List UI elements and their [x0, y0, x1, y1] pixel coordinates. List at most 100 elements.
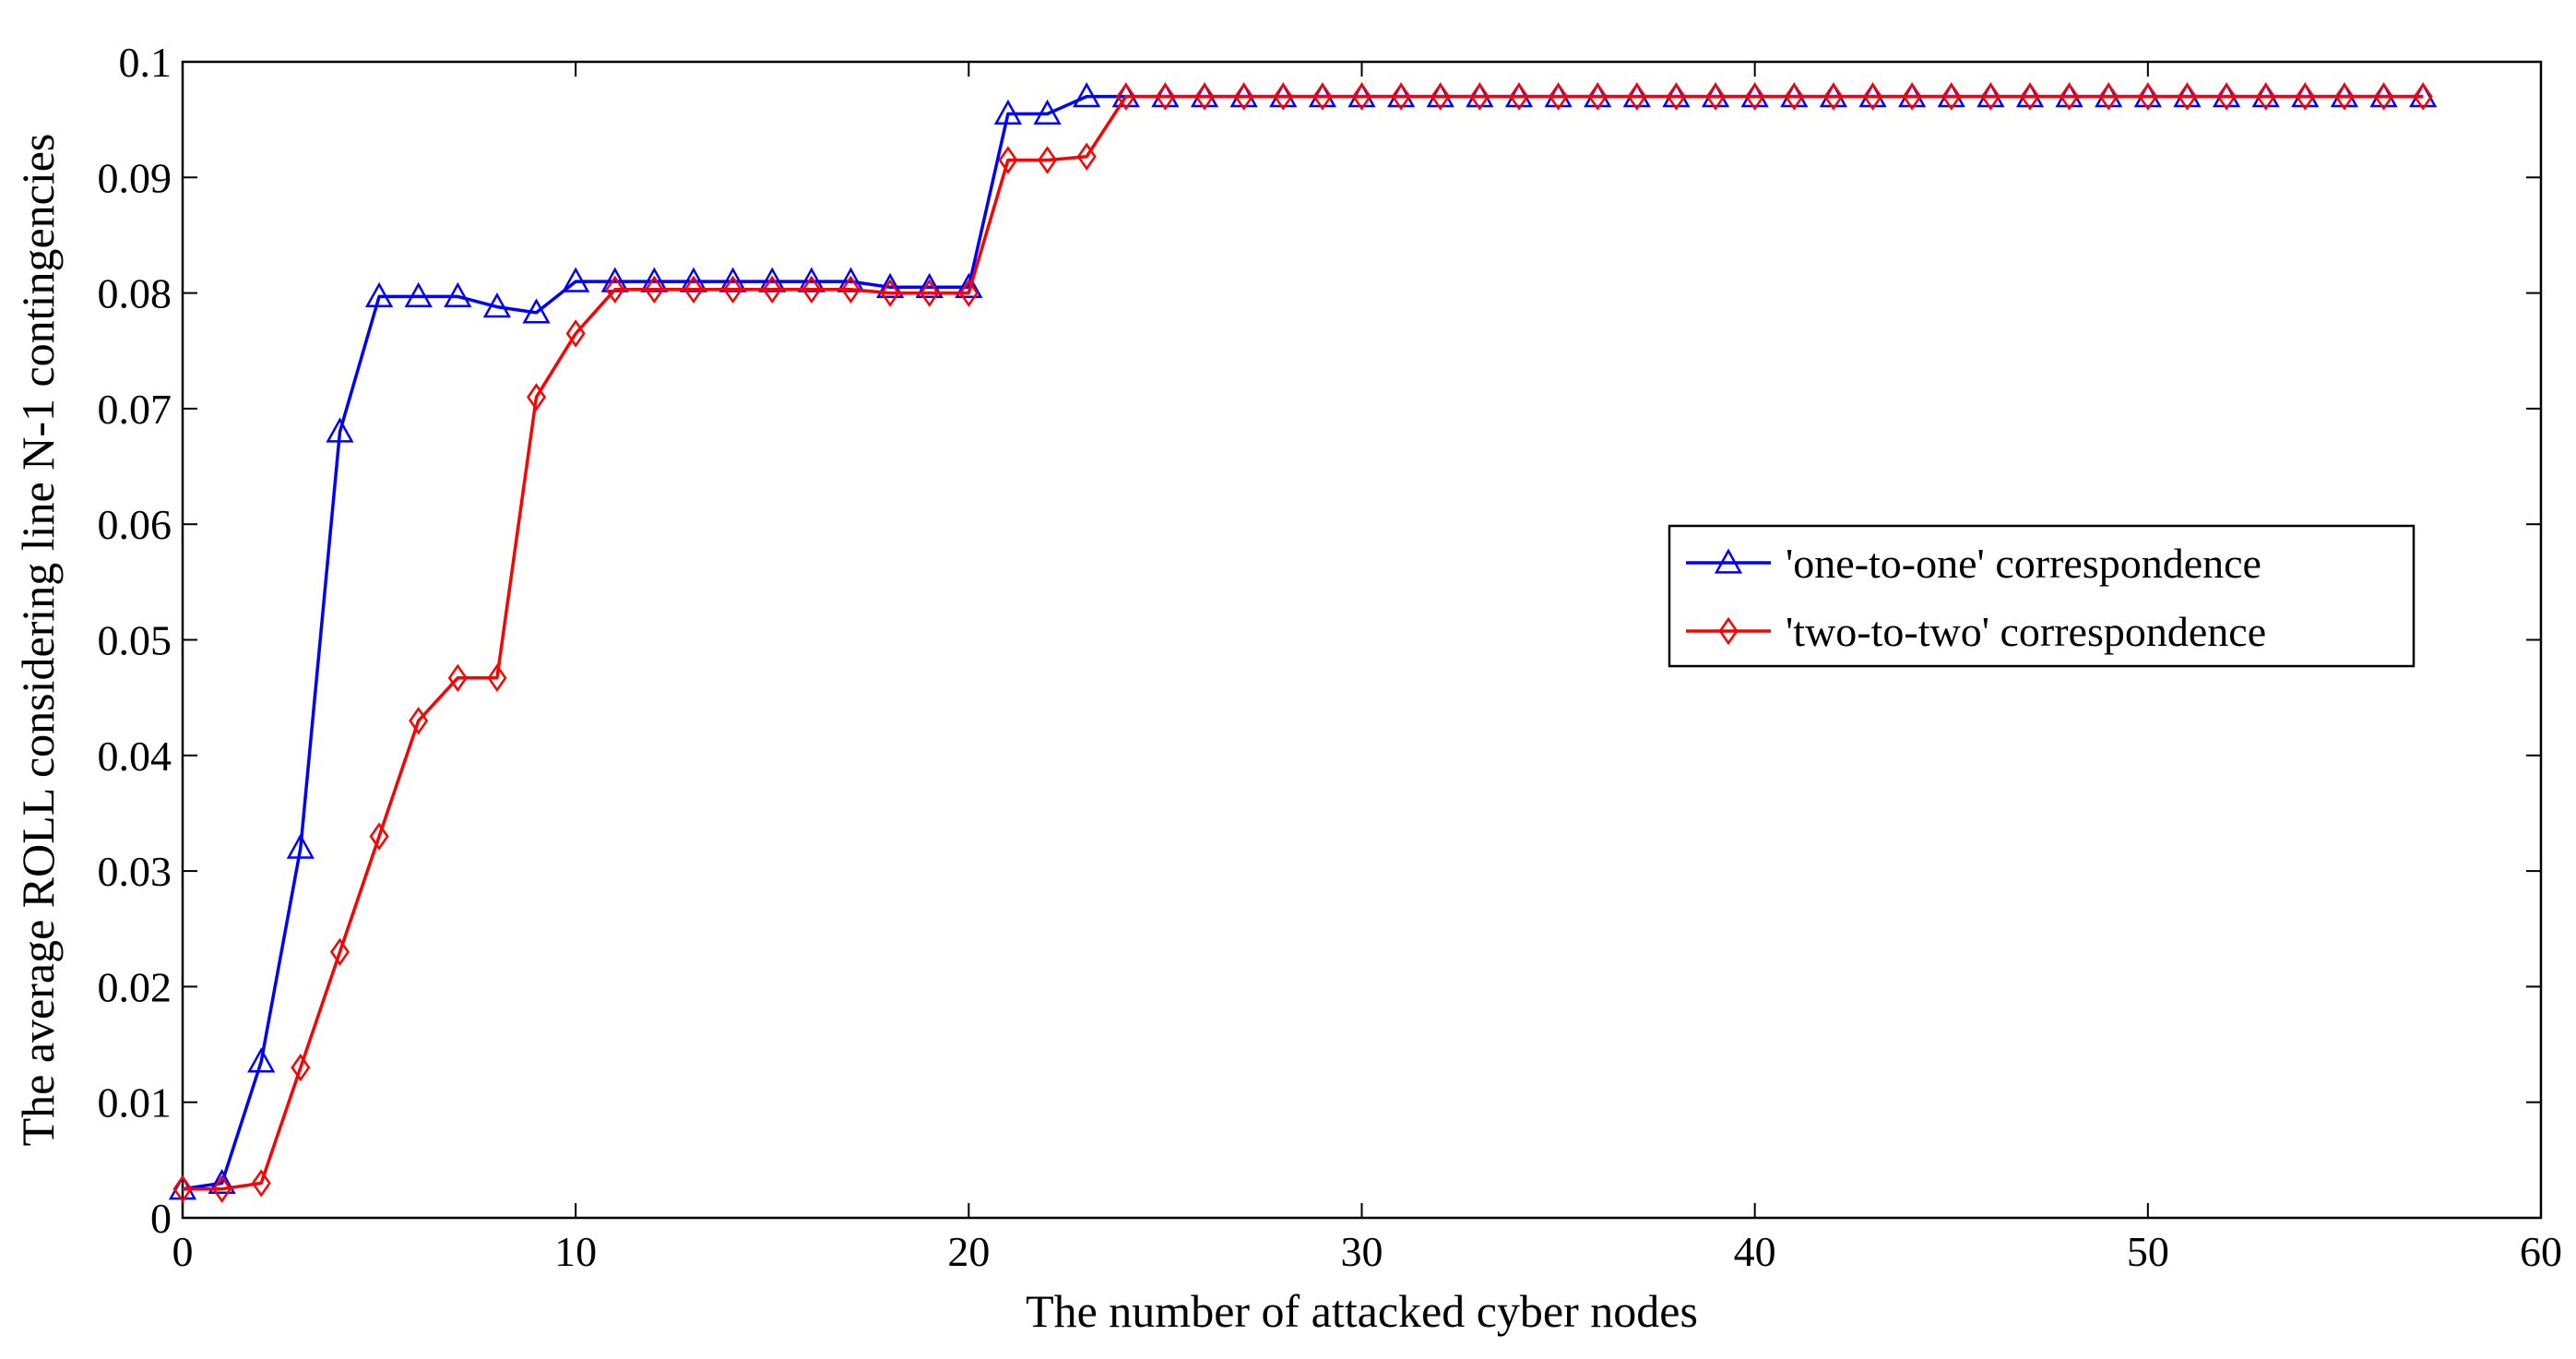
data-point [482, 292, 512, 318]
data-point [212, 1174, 232, 1203]
legend-items: 'one-to-one' correspondence 'two-to-two' … [1686, 540, 2266, 655]
data-point [1745, 82, 1765, 111]
data-point [1116, 82, 1136, 111]
data-point [2334, 82, 2355, 111]
y-tick-label: 0 [150, 1195, 172, 1242]
data-point [1549, 82, 1569, 111]
data-point [487, 663, 507, 693]
data-point [915, 272, 944, 298]
data-point [1509, 82, 1529, 111]
data-point [247, 1047, 276, 1073]
data-point [291, 1053, 311, 1082]
data-point [2098, 82, 2119, 111]
data-point [875, 272, 905, 298]
legend-label: 'two-to-two' correspondence [1786, 608, 2266, 655]
series-2 [172, 82, 2433, 1203]
data-point [683, 275, 704, 304]
y-tick-label: 0.08 [98, 270, 172, 317]
data-point [404, 281, 433, 308]
y-tick-label: 0.04 [98, 733, 172, 780]
data-point [562, 267, 590, 292]
data-point [1234, 82, 1254, 111]
data-point [2138, 82, 2158, 111]
data-point [329, 937, 350, 967]
data-point [1980, 82, 2000, 111]
data-point [1862, 82, 1883, 111]
legend-label: 'one-to-one' correspondence [1786, 540, 2261, 587]
y-tick-label: 0.07 [98, 386, 172, 433]
data-point [409, 707, 429, 735]
data-point [840, 275, 861, 304]
y-tick-label: 0.1 [119, 39, 172, 86]
data-point [527, 383, 547, 411]
data-point [251, 1169, 271, 1198]
data-point [1705, 82, 1726, 111]
legend-box [1668, 524, 2416, 668]
data-point [880, 279, 900, 307]
data-point [447, 663, 468, 693]
legend-marker [1718, 616, 1739, 646]
data-point [1666, 82, 1686, 111]
data-point [920, 279, 940, 307]
data-point [1627, 82, 1647, 111]
y-tick-label: 0.02 [98, 963, 172, 1010]
data-point [1587, 82, 1608, 111]
data-point [2256, 82, 2276, 111]
legend-marker [1714, 548, 1743, 574]
x-tick-label: 60 [2520, 1228, 2562, 1275]
data-point [1273, 82, 1293, 111]
data-point [2216, 82, 2237, 111]
data-point [286, 833, 315, 859]
data-point [998, 146, 1018, 174]
x-tick-label: 40 [1734, 1228, 1776, 1275]
legend-item: 'two-to-two' correspondence [1686, 608, 2266, 655]
data-point [2020, 82, 2040, 111]
data-point [1469, 82, 1490, 111]
data-point [2295, 82, 2315, 111]
y-tick-label: 0.06 [98, 501, 172, 548]
data-point [801, 275, 822, 304]
data-point [444, 281, 472, 308]
data-point [1391, 82, 1411, 111]
x-tick-label: 10 [554, 1228, 597, 1275]
plot-axes: 0 10 20 30 40 50 60 00.010.020.030.040.050.060… [98, 39, 2563, 1275]
data-point [522, 298, 551, 324]
data-point [2060, 82, 2080, 111]
data-point [1155, 82, 1175, 111]
y-tick-label: 0.09 [98, 154, 172, 201]
y-axis-title: The average ROLL considering line N-1 co… [12, 134, 64, 1147]
y-tick-label: 0.03 [98, 848, 172, 895]
data-point [2374, 82, 2394, 111]
data-point [1430, 82, 1451, 111]
x-tick-label: 50 [2127, 1228, 2169, 1275]
data-point [369, 822, 389, 851]
data-point [1941, 82, 1962, 111]
data-point [723, 275, 743, 304]
data-point [605, 275, 625, 304]
series-layer [168, 82, 2438, 1203]
x-tick-label: 30 [1341, 1228, 1383, 1275]
data-point [172, 1174, 193, 1203]
data-point [1076, 142, 1097, 171]
data-point [958, 279, 979, 307]
data-point [565, 319, 586, 348]
data-point [1312, 82, 1333, 111]
data-point [1038, 146, 1058, 174]
x-axis-title: The number of attacked cyber nodes [1026, 1285, 1698, 1337]
data-point [1194, 82, 1215, 111]
legend: 'one-to-one' correspondence 'two-to-two' … [1668, 524, 2416, 668]
data-point [208, 1168, 236, 1195]
data-point [644, 275, 664, 304]
data-point [1073, 82, 1101, 108]
data-point [1823, 82, 1844, 111]
data-point [1351, 82, 1372, 111]
x-tick-label: 0 [172, 1228, 194, 1275]
data-point [326, 417, 354, 443]
data-point [993, 99, 1023, 125]
legend-item: 'one-to-one' correspondence [1686, 540, 2261, 587]
y-axis-ticks: 0 0.01 0.02 0.03 0.04 0.05 0.06 0.07 0.08 0.09 0.1 [98, 39, 2541, 1242]
data-point [1902, 82, 1922, 111]
data-point [2413, 82, 2433, 111]
